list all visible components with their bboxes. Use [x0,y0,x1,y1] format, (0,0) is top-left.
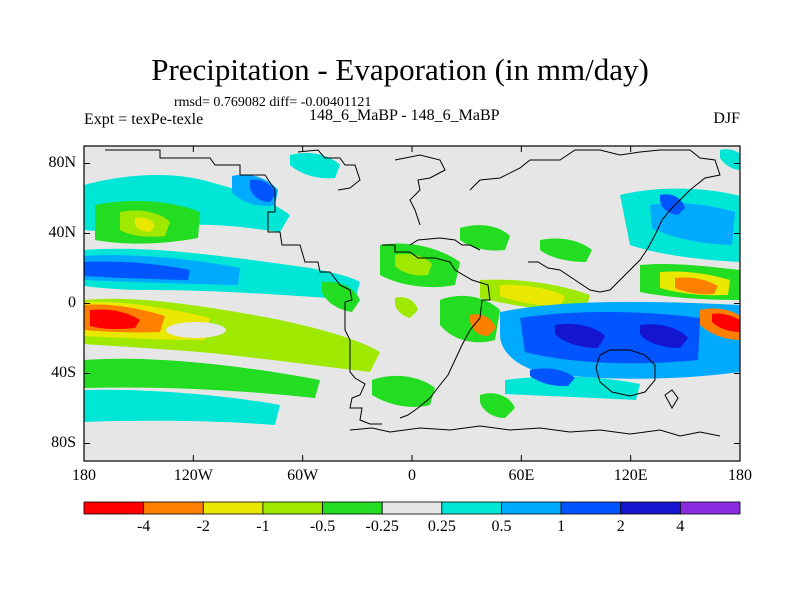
lon-tick-label: 60E [508,467,535,484]
colorbar-box [83,501,145,515]
field-region [250,179,276,202]
colorbar [83,501,741,515]
field-region [675,277,718,295]
coastline [105,149,353,303]
coastline [469,149,721,293]
colorbar-label: 4 [676,518,685,535]
colorbar-label: -2 [196,518,210,535]
colorbar-label: -0.5 [309,518,336,535]
coastlines [105,149,721,437]
colorbar-box [441,501,502,515]
colorbar-label: -0.25 [365,518,399,535]
coastline [409,237,481,251]
coastline [297,149,361,191]
lat-tick-label: 40N [48,223,76,241]
colorbar-box [262,501,323,515]
field-region [84,261,190,280]
coastline [349,425,721,437]
field-region [480,393,515,418]
plot-title: Precipitation - Evaporation (in mm/day) [151,52,649,87]
field-region [505,376,640,400]
colorbar-label: 2 [616,518,625,535]
coastline [344,302,382,425]
field-region [90,309,140,330]
coastline [394,154,446,226]
coastline [595,349,656,397]
coastline [664,389,679,410]
field-region [530,368,575,387]
field-region [84,358,320,398]
field-region [712,313,740,332]
colorbar-label: -1 [256,518,270,535]
colorbar-box [620,501,681,515]
field-region [540,238,592,262]
precip-field [84,146,740,461]
colorbar-box [322,501,383,515]
lat-tick-label: 80N [48,153,76,171]
field-region [720,149,740,170]
lat-tick-label: 40S [51,363,76,381]
colorbar-box [501,501,562,515]
lat-tick-label: 80S [51,433,76,451]
field-region [290,153,340,179]
lon-tick-label: 60W [287,467,319,484]
lon-tick-label: 120W [173,467,213,484]
colorbar-box [202,501,264,515]
coastline [382,244,491,419]
colorbar-box [560,501,622,515]
axis-ticks [83,146,741,461]
field-region [500,284,565,306]
field-region [135,217,155,232]
field-region [460,225,510,251]
lon-tick-label: 0 [408,467,416,484]
season-label: DJF [713,110,740,127]
field-region [166,322,226,338]
case-label: 148_6_MaBP - 148_6_MaBP [309,107,500,124]
field-region [372,375,435,407]
field-region [395,297,418,318]
lon-tick-label: 120E [613,467,648,484]
field-region [84,389,280,425]
lat-tick-label: 0 [68,293,76,311]
lon-tick-label: 180 [72,467,96,484]
field-region [395,254,432,276]
colorbar-box [381,501,443,515]
field-region [650,202,735,245]
colorbar-label: -4 [136,518,151,535]
colorbar-label: 0.25 [427,518,456,535]
field-region [470,314,496,336]
colorbar-label: 1 [557,518,566,535]
stats-line: rmsd= 0.769082 diff= -0.00401121 [174,95,372,110]
colorbar-box [679,501,741,515]
experiment-label: Expt = texPe-texle [84,111,204,128]
lon-tick-label: 180 [728,467,752,484]
colorbar-box [143,501,204,515]
field-region [660,194,685,215]
field-region [322,281,360,312]
colorbar-label: 0.5 [491,518,512,535]
field-region [555,324,605,348]
field-region [640,324,688,348]
